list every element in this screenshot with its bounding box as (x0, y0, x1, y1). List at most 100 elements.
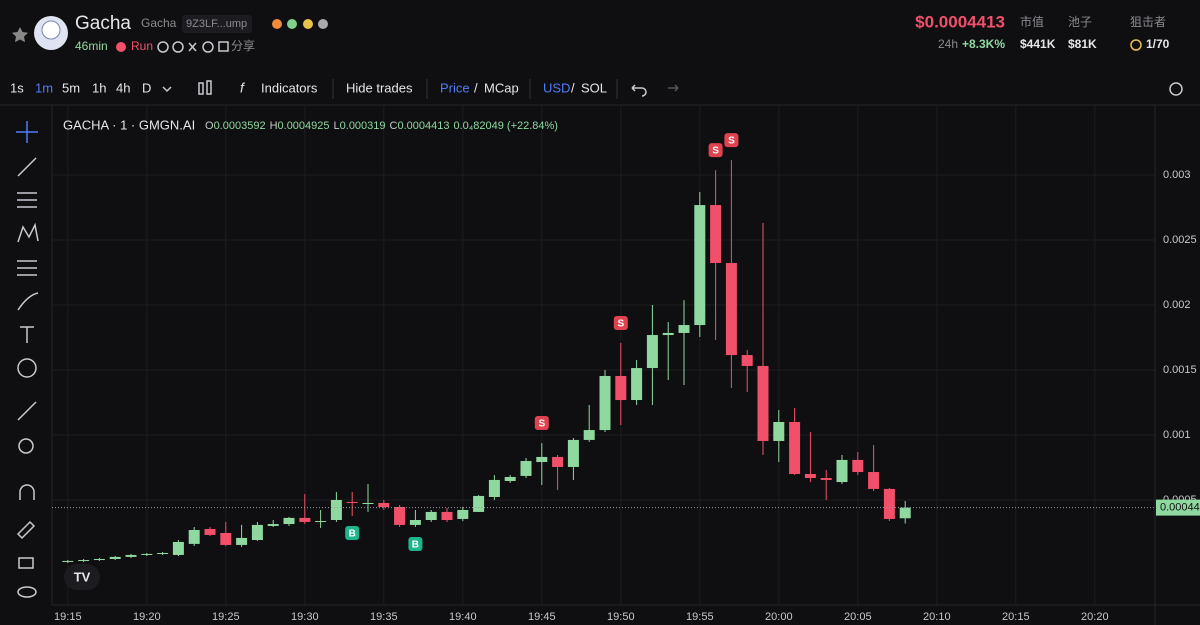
candle-body (599, 375, 611, 431)
interval-button[interactable]: 5m (62, 80, 80, 95)
legend-symbol: GACHA · 1 · GMGN.AI (63, 117, 195, 132)
candle-body (536, 456, 548, 463)
candle-body (283, 517, 295, 525)
candle-body (378, 502, 390, 507)
undo[interactable] (631, 84, 647, 97)
x-tick-label: 19:35 (370, 611, 398, 623)
share[interactable]: 分享 (231, 38, 255, 53)
trade-marker-label: S (538, 419, 545, 430)
sniper-icon (1130, 39, 1142, 51)
candle-icon[interactable] (198, 82, 204, 95)
hide-trades-button[interactable]: Hide trades (346, 80, 413, 95)
magnet-tool[interactable] (19, 484, 35, 500)
token-address[interactable]: 9Z3LF...ump (186, 18, 247, 30)
indicators-button[interactable]: Indicators (261, 80, 318, 95)
icon (318, 19, 328, 29)
x-icon[interactable] (188, 42, 197, 52)
interval-button[interactable]: 1s (10, 80, 24, 95)
legend-key: O (205, 120, 214, 132)
trade-marker (408, 537, 423, 552)
trade-marker-label: S (617, 319, 624, 330)
candle-body (251, 524, 263, 541)
x-tick-label: 20:00 (765, 611, 793, 623)
x-tick-label: 19:40 (449, 611, 477, 623)
candle-body (646, 335, 658, 369)
y-tick-label: 0.0015 (1163, 364, 1197, 376)
zoom-tool[interactable] (18, 438, 34, 454)
lock-tool[interactable] (18, 557, 34, 569)
candle-body (757, 365, 769, 441)
interval-button[interactable]: D (142, 80, 151, 95)
x-tick-label: 19:45 (528, 611, 556, 623)
web-icon[interactable] (202, 41, 214, 53)
crosshair-tool[interactable] (16, 121, 38, 143)
token-ticker: Gacha (141, 16, 177, 30)
legend-key: L (334, 120, 340, 132)
candle-body (394, 506, 406, 525)
fx-icon[interactable]: f (240, 80, 246, 96)
chevron[interactable] (162, 86, 172, 93)
candle-body (267, 524, 279, 526)
candle-body (804, 473, 816, 479)
candle-body (220, 532, 232, 545)
fib-tool[interactable] (17, 192, 37, 208)
candle-body (820, 478, 832, 480)
candle-body (678, 325, 690, 333)
tv-logo[interactable] (64, 564, 100, 590)
snipers: 1/70 (1146, 37, 1170, 51)
price-label-box (1156, 499, 1200, 516)
icon (272, 19, 282, 29)
interval-button[interactable]: 4h (116, 80, 130, 95)
mcap-toggle[interactable]: MCap (484, 80, 519, 95)
interval-button[interactable]: 1h (92, 80, 106, 95)
candle-icon[interactable] (206, 80, 212, 95)
y-tick-label: 0.002 (1163, 299, 1191, 311)
share-icon[interactable] (218, 41, 229, 52)
token-logo-face (41, 20, 61, 40)
candle-body (78, 560, 90, 562)
icon (303, 19, 313, 29)
candle-body (172, 541, 184, 555)
candle-body (583, 430, 595, 440)
candle-body (631, 368, 643, 401)
change: +8.3K% (962, 37, 1005, 51)
x-tick-label: 19:55 (686, 611, 714, 623)
usd-toggle[interactable]: USD (543, 80, 570, 95)
candle-body (409, 519, 421, 525)
text-tool[interactable] (20, 326, 34, 343)
legend-value: 0.0004413 (397, 120, 449, 132)
price-toggle[interactable]: Price (440, 80, 470, 95)
icon (287, 19, 297, 29)
settings[interactable] (1169, 82, 1183, 96)
hide-tool[interactable] (17, 586, 37, 598)
candle-body (567, 439, 579, 467)
trade-marker-label: S (712, 146, 719, 157)
run-icon (116, 42, 126, 52)
candle-body (694, 205, 706, 326)
favorite-star[interactable] (12, 27, 28, 43)
separator-text: / (474, 80, 478, 95)
drawing-toolbar (16, 121, 39, 598)
address-box[interactable] (182, 15, 252, 33)
pattern-tool[interactable] (17, 222, 39, 243)
pool: $81K (1068, 37, 1097, 51)
candle-body (346, 501, 358, 503)
icon[interactable] (172, 41, 184, 53)
emoji-tool[interactable] (17, 358, 37, 378)
icon[interactable] (157, 41, 169, 53)
stat-label: 狙击者 (1130, 15, 1166, 29)
line-tool[interactable] (17, 157, 37, 177)
tv-logo-mark: TV (74, 569, 91, 584)
lock-draw-tool[interactable] (16, 520, 36, 540)
sol-toggle[interactable]: SOL (581, 80, 607, 95)
ruler-tool[interactable] (17, 401, 37, 421)
brush-tool[interactable] (17, 292, 39, 311)
redo[interactable] (668, 84, 679, 92)
prediction-tool[interactable] (17, 260, 37, 276)
candle-body (441, 511, 453, 520)
candle-body (93, 558, 105, 561)
interval-button[interactable]: 1m (35, 80, 53, 95)
stat-label: 池子 (1068, 15, 1092, 29)
